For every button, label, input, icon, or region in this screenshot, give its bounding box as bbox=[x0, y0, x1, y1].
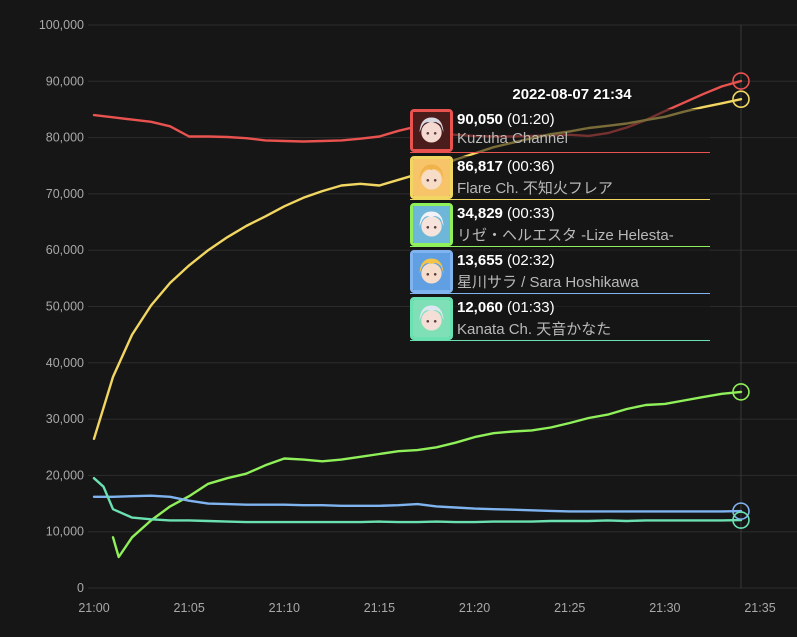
hover-point-marker bbox=[732, 72, 750, 90]
tooltip-channel-name: Flare Ch. 不知火フレア bbox=[457, 180, 613, 197]
tooltip-value: 13,655 bbox=[457, 252, 503, 269]
tooltip-viewer-count: 86,817 (00:36) bbox=[457, 158, 555, 175]
tooltip-value: 90,050 bbox=[457, 111, 503, 128]
tooltip-channel-name: Kuzuha Channel bbox=[457, 130, 568, 147]
hover-point-marker bbox=[732, 502, 750, 520]
x-tick-label: 21:30 bbox=[649, 601, 680, 615]
tooltip-duration: (00:36) bbox=[502, 158, 555, 175]
hover-markers bbox=[732, 72, 750, 529]
hover-tooltip: 2022-08-07 21:34 90,050 (01:20) Kuzuha Ch… bbox=[410, 86, 710, 344]
tooltip-channel-name: 星川サラ / Sara Hoshikawa bbox=[457, 274, 639, 291]
y-tick-label: 10,000 bbox=[46, 525, 84, 539]
tooltip-value: 34,829 bbox=[457, 205, 503, 222]
x-tick-label: 21:10 bbox=[269, 601, 300, 615]
silver-blue-hair-avatar bbox=[410, 297, 453, 340]
tooltip-entry: 34,829 (00:33) リゼ・ヘルエスタ -Lize Helesta- bbox=[410, 203, 710, 247]
series-line-3[interactable] bbox=[111, 390, 743, 559]
tooltip-value: 86,817 bbox=[457, 158, 503, 175]
tooltip-entry: 13,655 (02:32) 星川サラ / Sara Hoshikawa bbox=[410, 250, 710, 294]
y-tick-label: 40,000 bbox=[46, 356, 84, 370]
hover-point-marker bbox=[732, 511, 750, 529]
x-tick-label: 21:15 bbox=[364, 601, 395, 615]
tooltip-viewer-count: 12,060 (01:33) bbox=[457, 299, 555, 316]
hover-point-marker bbox=[732, 383, 750, 401]
tooltip-entries: 90,050 (01:20) Kuzuha Channel 86,817 (00:3… bbox=[410, 109, 710, 341]
y-tick-label: 90,000 bbox=[46, 74, 84, 88]
x-tick-label: 21:20 bbox=[459, 601, 490, 615]
y-tick-label: 60,000 bbox=[46, 243, 84, 257]
tooltip-duration: (02:32) bbox=[502, 252, 555, 269]
tooltip-duration: (01:20) bbox=[502, 111, 555, 128]
axes: 0 10,000 20,000 30,000 40,000 50,000 60,000 70,… bbox=[39, 18, 776, 615]
tooltip-entry: 90,050 (01:20) Kuzuha Channel bbox=[410, 109, 710, 153]
y-tick-label: 70,000 bbox=[46, 187, 84, 201]
tooltip-channel-name: Kanata Ch. 天音かなた bbox=[457, 321, 612, 338]
tooltip-entry: 12,060 (01:33) Kanata Ch. 天音かなた bbox=[410, 297, 710, 341]
tooltip-value: 12,060 bbox=[457, 299, 503, 316]
x-tick-label: 21:25 bbox=[554, 601, 585, 615]
hover-point-marker bbox=[732, 90, 750, 109]
tooltip-timestamp: 2022-08-07 21:34 bbox=[512, 86, 632, 103]
series-line-5[interactable] bbox=[92, 477, 743, 524]
tooltip-viewer-count: 34,829 (00:33) bbox=[457, 205, 555, 222]
tooltip-viewer-count: 90,050 (01:20) bbox=[457, 111, 555, 128]
golden-hair-avatar bbox=[410, 250, 453, 293]
y-tick-label: 50,000 bbox=[46, 300, 84, 314]
x-tick-label: 21:00 bbox=[78, 601, 109, 615]
x-tick-label: 21:05 bbox=[174, 601, 205, 615]
y-tick-label: 80,000 bbox=[46, 131, 84, 145]
x-tick-label: 21:35 bbox=[744, 601, 775, 615]
tooltip-entry: 86,817 (00:36) Flare Ch. 不知火フレア bbox=[410, 156, 710, 200]
blonde-hair-avatar bbox=[410, 156, 453, 199]
tooltip-duration: (00:33) bbox=[502, 205, 555, 222]
tooltip-channel-name: リゼ・ヘルエスタ -Lize Helesta- bbox=[457, 227, 674, 244]
y-tick-label: 0 bbox=[77, 581, 84, 595]
series-line-4[interactable] bbox=[92, 494, 743, 513]
y-tick-label: 30,000 bbox=[46, 412, 84, 426]
silver-hair-avatar bbox=[410, 109, 453, 152]
white-hair-avatar bbox=[410, 203, 453, 246]
y-tick-label: 20,000 bbox=[46, 468, 84, 482]
tooltip-viewer-count: 13,655 (02:32) bbox=[457, 252, 555, 269]
y-tick-label: 100,000 bbox=[39, 18, 84, 32]
tooltip-duration: (01:33) bbox=[502, 299, 555, 316]
